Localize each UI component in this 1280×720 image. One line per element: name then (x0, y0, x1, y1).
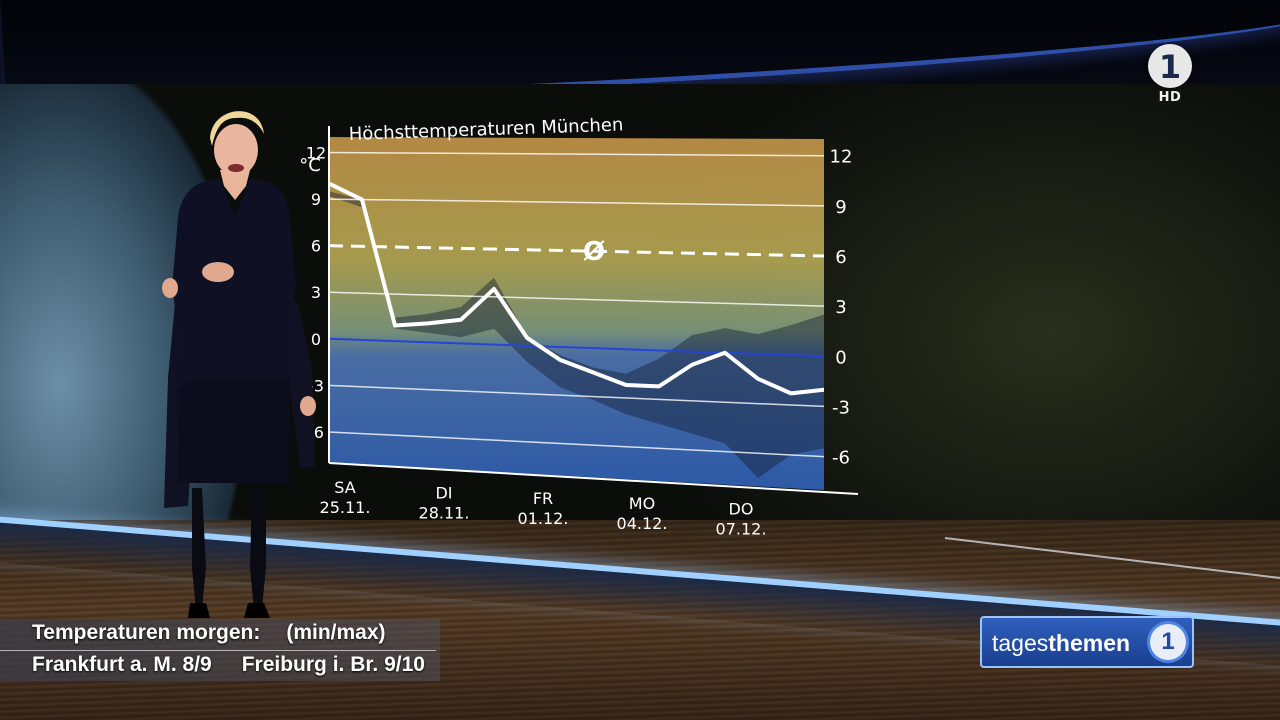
x-tick-date: 01.12. (518, 509, 569, 528)
hd-badge: HD (1158, 90, 1182, 105)
gridline (329, 198, 824, 207)
mean-dashed-line (329, 244, 824, 258)
ard-one-icon-badge: 1 (1150, 624, 1186, 660)
y-tick-label-left: 6 (311, 237, 321, 256)
ard-channel-logo: 1 HD (1146, 44, 1194, 106)
y-tick-label-right: 0 (835, 347, 846, 368)
x-tick-day: FR (533, 489, 553, 508)
y-tick-label-right: -6 (832, 448, 850, 469)
lower-third-unit: (min/max) (286, 621, 386, 644)
y-tick-label-left: 3 (311, 283, 321, 302)
lower-third-values-row: Frankfurt a. M. 8/9 Freiburg i. Br. 9/10 (32, 653, 425, 677)
gridline (329, 291, 824, 307)
y-tick-label-right: 3 (835, 297, 846, 318)
x-tick-date: 07.12. (716, 520, 767, 539)
y-tick-label-left: 0 (311, 330, 321, 349)
y-tick-label-right: 9 (835, 197, 846, 218)
x-tick-day: MO (629, 494, 655, 513)
x-tick-day: SA (334, 478, 355, 497)
freezing-line (329, 337, 824, 358)
gridline (329, 384, 824, 408)
lower-third-divider (0, 650, 436, 651)
x-tick-date: 25.11. (320, 498, 371, 517)
city-temperature-1: Frankfurt a. M. 8/9 (32, 653, 212, 676)
y-tick-label-right: 6 (835, 247, 846, 268)
x-tick-date: 04.12. (617, 514, 668, 533)
wall-reflection-line (944, 537, 1280, 579)
y-tick-label-right: 12 (830, 147, 853, 168)
x-tick-day: DO (729, 500, 754, 519)
series-line-max-temp (329, 181, 824, 396)
badge-text-bold: themen (1048, 630, 1131, 656)
city-temperature-2: Freiburg i. Br. 9/10 (241, 653, 425, 676)
mean-symbol-label: Ø (583, 237, 605, 267)
lower-third-heading-row: Temperaturen morgen: (min/max) (32, 621, 386, 645)
x-tick-date: 28.11. (419, 503, 470, 522)
y-tick-label-right: -3 (832, 397, 850, 418)
x-tick-day: DI (435, 483, 452, 502)
temperature-range-band (329, 191, 824, 479)
x-axis (328, 462, 859, 495)
gridline (329, 431, 824, 458)
y-tick-label-left: 9 (311, 190, 321, 209)
y-tick-label-left: 12 (306, 144, 326, 163)
presenter (162, 111, 316, 618)
tagesthemen-badge: tagesthemen 1 (980, 616, 1194, 668)
studio-ceiling (0, 0, 1280, 90)
ard-one-icon: 1 (1148, 44, 1192, 88)
lower-third-heading: Temperaturen morgen: (32, 621, 261, 644)
gridline (329, 151, 824, 157)
badge-text-light: tages (992, 630, 1049, 656)
y-axis-unit: °C (299, 155, 321, 176)
